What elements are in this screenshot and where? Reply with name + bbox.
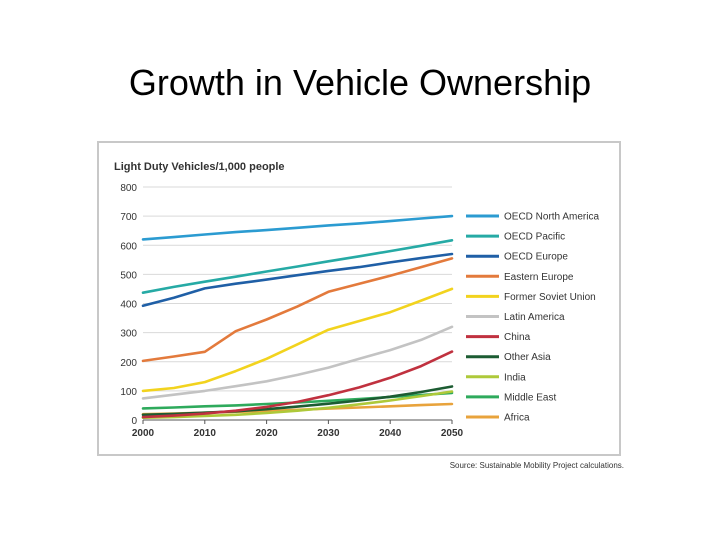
legend: OECD North America OECD Pacific OECD Europ… (466, 212, 599, 424)
slide-title: Growth in Vehicle Ownership (128, 62, 592, 103)
legend-label: OECD Pacific (504, 232, 565, 243)
y-tick-label: 400 (120, 300, 137, 311)
legend-label: Other Asia (504, 352, 551, 363)
y-tick-label: 200 (120, 358, 137, 369)
series-line (141, 325, 454, 400)
series-line (141, 239, 454, 294)
series-line (141, 257, 454, 363)
legend-label: OECD North America (504, 212, 599, 223)
x-tick-label: 2040 (379, 428, 402, 439)
x-tick-label: 2010 (194, 428, 217, 439)
series-line (141, 350, 454, 419)
series-line (141, 390, 454, 420)
chart-title: Light Duty Vehicles/1,000 people (114, 161, 285, 173)
legend-label: Middle East (504, 392, 556, 403)
y-tick-label: 300 (120, 329, 137, 340)
x-tick-label: 2050 (441, 428, 464, 439)
y-tick-label: 100 (120, 387, 137, 398)
y-tick-label: 700 (120, 212, 137, 223)
x-tick-label: 2020 (255, 428, 278, 439)
series-line (141, 287, 454, 393)
y-tick-label: 800 (120, 183, 137, 194)
series-line (141, 214, 454, 241)
legend-label: China (504, 332, 531, 343)
chart-frame: Light Duty Vehicles/1,000 people 0 100 200… (97, 141, 621, 456)
x-tick-label: 2030 (317, 428, 340, 439)
legend-label: Africa (504, 413, 530, 424)
axis-labels: 0 100 200 300 400 500 600 700 800 2000 2010 2020 203… (120, 183, 463, 439)
legend-label: Former Soviet Union (504, 292, 596, 303)
legend-label: India (504, 372, 526, 383)
x-tick-label: 2000 (132, 428, 155, 439)
legend-label: OECD Europe (504, 252, 568, 263)
y-tick-label: 0 (131, 416, 137, 427)
y-tick-label: 500 (120, 270, 137, 281)
legend-label: Latin America (504, 312, 565, 323)
series-line (141, 252, 454, 308)
source-note: Source: Sustainable Mobility Project cal… (449, 461, 624, 470)
line-chart: Light Duty Vehicles/1,000 people 0 100 200… (114, 161, 599, 439)
y-tick-label: 600 (120, 241, 137, 252)
series-lines (141, 214, 454, 420)
legend-label: Eastern Europe (504, 272, 574, 283)
